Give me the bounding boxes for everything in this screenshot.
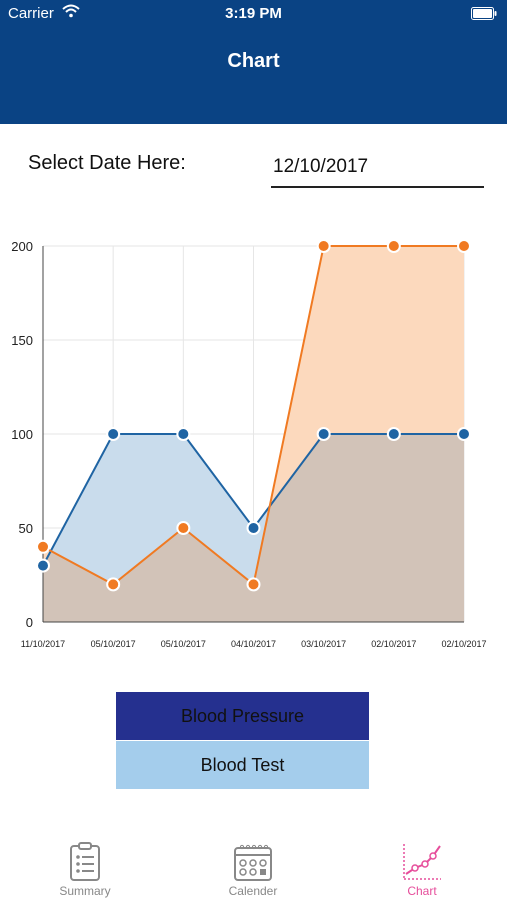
status-time: 3:19 PM	[225, 5, 282, 22]
tab-bar: Summary Calender Chart	[0, 836, 507, 900]
y-tick-label-0: 0	[26, 615, 33, 630]
chart-icon	[403, 844, 441, 880]
date-label: Select Date Here:	[28, 152, 186, 174]
tab-summary-label: Summary	[59, 884, 111, 898]
x-tick-label-2: 05/10/2017	[161, 639, 206, 649]
battery-icon	[471, 7, 497, 20]
point-series-1-0	[36, 558, 50, 573]
point-series-1-4	[316, 427, 331, 441]
point-series-1-5	[386, 427, 401, 441]
point-series-2-4	[316, 239, 331, 253]
x-tick-label-6: 02/10/2017	[441, 639, 486, 649]
point-series-2-5	[386, 239, 401, 253]
y-tick-label-3: 150	[11, 333, 33, 348]
point-series-1-6	[457, 427, 471, 441]
page-title: Chart	[227, 50, 280, 72]
point-series-1-2	[176, 427, 191, 441]
y-tick-label-1: 50	[19, 521, 33, 536]
point-series-1-3	[246, 521, 261, 535]
point-series-2-6	[457, 239, 471, 253]
point-series-2-1	[106, 577, 121, 592]
clipboard-icon	[70, 842, 100, 881]
tab-summary[interactable]: Summary	[25, 836, 145, 900]
area-overlap	[43, 434, 464, 622]
legend-blood-pressure-button[interactable]: Blood Pressure	[116, 692, 369, 740]
x-tick-label-0: 11/10/2017	[21, 639, 65, 649]
y-tick-label-2: 100	[11, 427, 33, 442]
x-tick-label-1: 05/10/2017	[91, 639, 136, 649]
point-series-2-2	[176, 521, 191, 535]
tab-chart[interactable]: Chart	[362, 836, 482, 900]
x-tick-label-3: 04/10/2017	[231, 639, 276, 649]
tab-calender-label: Calender	[228, 884, 278, 898]
date-input[interactable]	[271, 148, 484, 188]
calendar-icon	[234, 844, 272, 881]
wifi-icon	[62, 4, 80, 18]
status-bar: Carrier 3:19 PM	[0, 0, 507, 28]
tab-chart-label: Chart	[407, 884, 437, 898]
point-series-1-1	[106, 427, 121, 441]
carrier-label: Carrier	[8, 5, 54, 22]
line-chart: 0 50 100 150 200 11/10/2017 05/10/2017 05/10/20…	[11, 239, 487, 649]
x-tick-label-4: 03/10/2017	[301, 639, 346, 649]
y-tick-label-4: 200	[11, 239, 33, 254]
legend-blood-test-button[interactable]: Blood Test	[116, 741, 369, 789]
navigation-bar: Chart	[0, 0, 507, 124]
tab-calender[interactable]: Calender	[193, 836, 313, 900]
x-tick-label-5: 02/10/2017	[371, 639, 416, 649]
point-series-2-0	[36, 539, 50, 554]
point-series-2-3	[246, 577, 261, 592]
